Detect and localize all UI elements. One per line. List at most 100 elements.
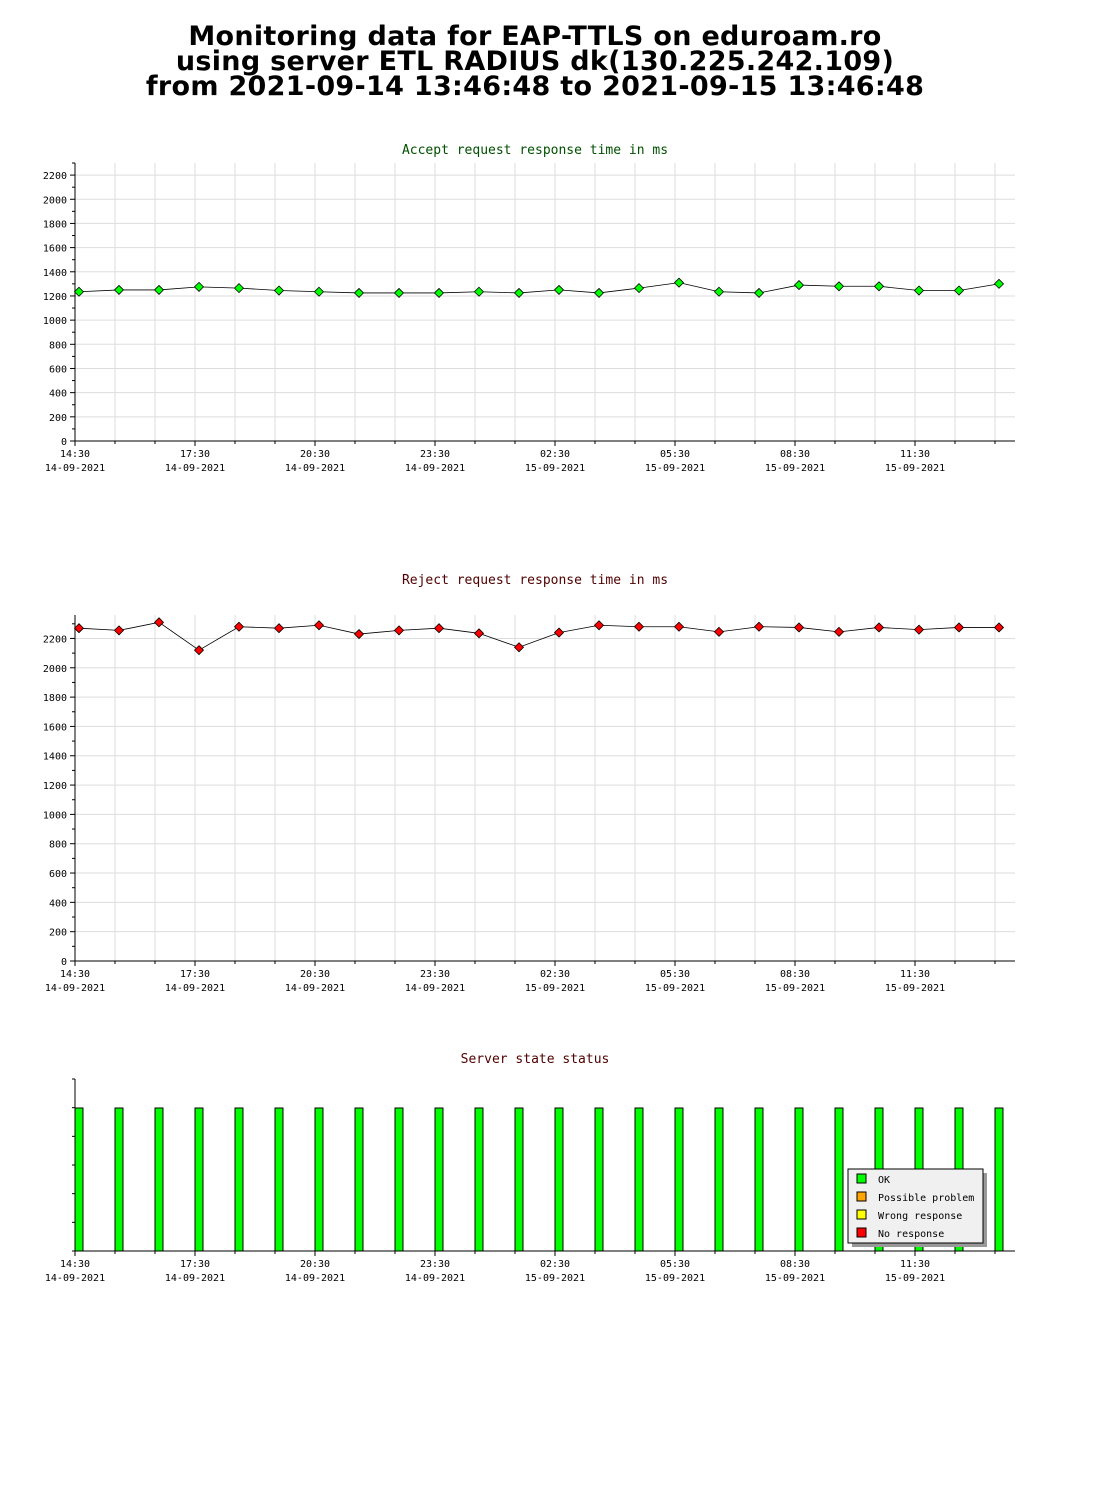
accept-data-point — [353, 287, 365, 299]
accept-data-point — [433, 287, 445, 299]
accept-x-tick-label: 08:30 — [780, 449, 810, 460]
status-bar — [394, 1107, 404, 1252]
reject-x-tick-date: 14-09-2021 — [285, 983, 345, 994]
reject-data-point — [273, 623, 285, 634]
accept-y-tick-label: 0 — [61, 437, 67, 448]
reject-x-tick-date: 15-09-2021 — [525, 983, 585, 994]
reject-y-tick-label: 800 — [49, 840, 67, 851]
reject-data-point — [353, 628, 365, 640]
accept-x-tick-date: 14-09-2021 — [285, 463, 345, 474]
accept-data-point — [113, 284, 125, 295]
accept-x-tick-label: 02:30 — [540, 449, 570, 460]
status-x-tick-date: 14-09-2021 — [285, 1273, 345, 1284]
status-legend-swatch — [856, 1227, 867, 1238]
accept-y-tick-label: 1600 — [43, 244, 67, 255]
status-bar — [154, 1107, 164, 1252]
reject-y-tick-label: 400 — [49, 898, 67, 909]
reject-data-point — [73, 623, 85, 634]
status-x-tick-label: 05:30 — [660, 1259, 690, 1270]
reject-series-line — [78, 621, 999, 651]
reject-x-tick-date: 14-09-2021 — [165, 983, 225, 994]
reject-x-tick-label: 17:30 — [180, 969, 210, 980]
status-bar — [714, 1107, 724, 1252]
status-x-tick-label: 17:30 — [180, 1259, 210, 1270]
accept-y-tick-label: 2200 — [43, 171, 67, 182]
status-legend-swatch — [856, 1209, 867, 1220]
accept-x-tick-date: 14-09-2021 — [45, 463, 105, 474]
reject-data-point — [913, 624, 925, 635]
accept-data-point — [473, 286, 485, 297]
reject-y-tick-label: 1000 — [43, 810, 67, 821]
reject-data-point — [833, 626, 845, 637]
accept-x-tick-label: 17:30 — [180, 449, 210, 460]
reject-data-point — [233, 621, 245, 632]
status-bar — [274, 1107, 284, 1252]
accept-data-point — [153, 284, 165, 295]
status-bar — [514, 1107, 524, 1252]
reject-x-tick-date: 15-09-2021 — [765, 983, 825, 994]
status-legend-swatch — [856, 1173, 867, 1184]
reject-y-tick-label: 1200 — [43, 781, 67, 792]
reject-x-tick-label: 20:30 — [300, 969, 330, 980]
reject-y-tick-label: 1800 — [43, 693, 67, 704]
status-x-tick-date: 15-09-2021 — [765, 1273, 825, 1284]
reject-data-point — [473, 628, 485, 639]
accept-data-point — [713, 286, 725, 297]
status-bar — [74, 1107, 84, 1252]
reject-x-tick-label: 02:30 — [540, 969, 570, 980]
accept-data-point — [273, 285, 285, 296]
accept-y-tick-label: 200 — [49, 413, 67, 424]
reject-x-tick-label: 14:30 — [60, 969, 90, 980]
status-x-tick-date: 14-09-2021 — [165, 1273, 225, 1284]
accept-data-point — [753, 287, 765, 299]
status-bar — [834, 1107, 844, 1252]
status-x-tick-label: 08:30 — [780, 1259, 810, 1270]
reject-data-point — [793, 622, 805, 633]
status-bar — [314, 1107, 324, 1252]
reject-data-point — [393, 625, 405, 636]
reject-data-point — [713, 626, 725, 637]
reject-data-point — [193, 645, 205, 656]
reject-y-tick-label: 200 — [49, 928, 67, 939]
status-x-tick-date: 14-09-2021 — [405, 1273, 465, 1284]
accept-data-point — [673, 277, 685, 288]
reject-data-point — [313, 620, 325, 631]
accept-y-tick-label: 1200 — [43, 292, 67, 303]
reject-data-point — [753, 621, 765, 632]
status-bar — [794, 1107, 804, 1252]
status-bar — [234, 1107, 244, 1252]
reject-x-tick-date: 15-09-2021 — [645, 983, 705, 994]
page-title: Monitoring data for EAP-TTLS on eduroam.… — [0, 23, 1070, 102]
page-title-line-3: from 2021-09-14 13:46:48 to 2021-09-15 1… — [145, 71, 925, 102]
accept-y-tick-label: 600 — [49, 364, 67, 375]
accept-x-tick-label: 20:30 — [300, 449, 330, 460]
accept-data-point — [833, 281, 845, 292]
accept-data-point — [873, 281, 885, 292]
page-title-line-2: using server ETL RADIUS dk(130.225.242.1… — [175, 46, 895, 77]
accept-data-point — [633, 283, 645, 294]
status-bar — [554, 1107, 564, 1252]
reject-data-point — [553, 627, 565, 638]
accept-data-point — [993, 278, 1005, 289]
accept-data-point — [313, 286, 325, 297]
accept-x-tick-label: 05:30 — [660, 449, 690, 460]
reject-data-point — [113, 625, 125, 636]
accept-data-point — [393, 287, 405, 299]
reject-y-tick-label: 2000 — [43, 664, 67, 675]
status-legend-label: Wrong response — [878, 1211, 962, 1222]
accept-data-point — [513, 287, 525, 299]
status-chart: Server state status 14:30 14-09-2021 17:30 1… — [45, 1052, 1015, 1284]
accept-data-point — [913, 285, 925, 296]
status-bar — [434, 1107, 444, 1252]
status-x-tick-date: 15-09-2021 — [885, 1273, 945, 1284]
status-legend-box — [847, 1168, 984, 1244]
accept-series-line — [78, 282, 1000, 294]
accept-y-tick-label: 1800 — [43, 219, 67, 230]
accept-y-tick-label: 1000 — [43, 316, 67, 327]
accept-x-tick-date: 14-09-2021 — [405, 463, 465, 474]
reject-data-point — [993, 622, 1005, 633]
accept-y-tick-label: 800 — [49, 340, 67, 351]
reject-x-tick-label: 05:30 — [660, 969, 690, 980]
status-legend: OK Possible problem Wrong response No respo… — [847, 1168, 987, 1247]
